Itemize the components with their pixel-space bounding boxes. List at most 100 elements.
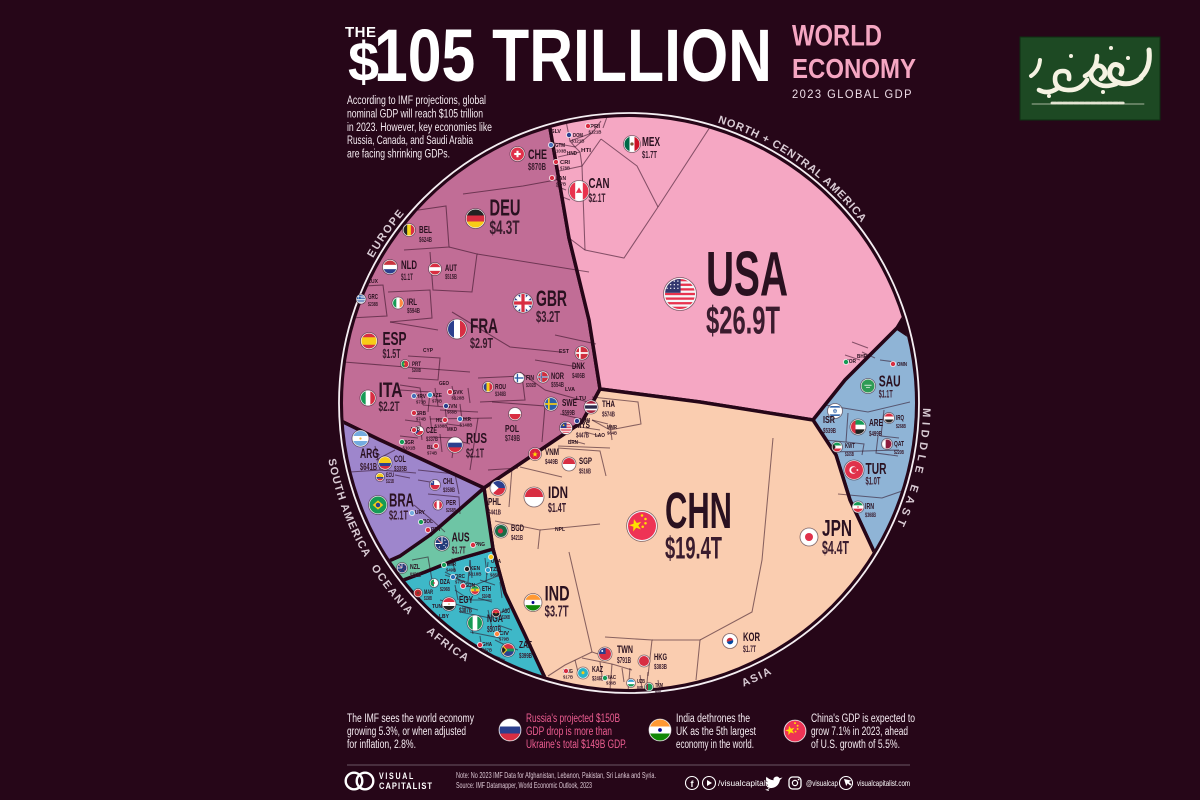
svg-text:nominal GDP will reach $105 tr: nominal GDP will reach $105 trillion <box>347 106 483 120</box>
svg-text:$599B: $599B <box>562 408 575 417</box>
svg-text:$268B: $268B <box>412 368 421 374</box>
svg-text:$4.4T: $4.4T <box>822 538 849 558</box>
svg-text:DZA: DZA <box>440 579 450 586</box>
svg-text:$1.7T: $1.7T <box>743 644 756 655</box>
svg-text:According to IMF projections,: According to IMF projections, global <box>347 93 486 107</box>
svg-text:grow 7.1% in 2023, ahead: grow 7.1% in 2023, ahead <box>811 726 908 738</box>
svg-text:$206B: $206B <box>440 587 450 593</box>
svg-text:$1.4T: $1.4T <box>548 500 566 515</box>
svg-text:2023 GLOBAL GDP: 2023 GLOBAL GDP <box>792 87 913 101</box>
svg-text:SAU: SAU <box>879 373 901 390</box>
svg-text:visualcapitalist.com: visualcapitalist.com <box>857 778 910 788</box>
svg-text:GEO: GEO <box>439 381 450 387</box>
svg-text:ETH: ETH <box>482 586 491 593</box>
svg-text:DRC: DRC <box>455 574 465 580</box>
svg-text:$507B: $507B <box>487 625 501 634</box>
svg-text:in 2023. However, key economie: in 2023. However, key economies like <box>347 120 492 134</box>
svg-text:$121B: $121B <box>386 479 394 485</box>
svg-text:$118B: $118B <box>469 572 483 577</box>
svg-text:IRN: IRN <box>865 502 874 511</box>
svg-text:BOL: BOL <box>423 519 434 525</box>
svg-text:BRN: BRN <box>568 440 578 446</box>
svg-text:$641B: $641B <box>360 462 377 473</box>
svg-text:$64B: $64B <box>607 431 618 436</box>
svg-text:TWN: TWN <box>617 644 633 656</box>
svg-text:$68B: $68B <box>447 410 458 415</box>
svg-text:$148B: $148B <box>460 423 474 428</box>
svg-text:HTI: HTI <box>581 148 592 154</box>
svg-text:LVA: LVA <box>565 387 575 393</box>
svg-text:$17B: $17B <box>563 675 574 680</box>
svg-text:India dethrones the: India dethrones the <box>676 713 750 725</box>
svg-text:$1.5T: $1.5T <box>383 346 401 361</box>
svg-text:for inflation, 2.8%.: for inflation, 2.8%. <box>347 739 416 751</box>
svg-text:BRA: BRA <box>389 490 414 510</box>
svg-text:$36B: $36B <box>606 681 617 686</box>
svg-text:MKD: MKD <box>447 427 457 433</box>
svg-text:PRY: PRY <box>431 527 441 533</box>
svg-text:MAR: MAR <box>424 590 433 596</box>
svg-text:CMR: CMR <box>446 562 456 568</box>
svg-text:ARG: ARG <box>360 446 379 461</box>
svg-text:$1.0T: $1.0T <box>866 476 881 488</box>
svg-text:CAPITALIST: CAPITALIST <box>379 781 433 791</box>
svg-text:KEN: KEN <box>470 566 480 572</box>
svg-text:SDN: SDN <box>465 583 475 589</box>
svg-text:PRI: PRI <box>590 124 601 130</box>
svg-text:ZAF: ZAF <box>519 640 532 651</box>
svg-text:DEU: DEU <box>490 195 521 221</box>
svg-text:$74B: $74B <box>427 451 438 456</box>
svg-text:$2.1T: $2.1T <box>466 446 484 461</box>
svg-text:LBY: LBY <box>439 614 449 620</box>
svg-text:LTU: LTU <box>576 396 586 402</box>
svg-text:UZB: UZB <box>637 679 645 685</box>
svg-text:$220B: $220B <box>894 450 904 456</box>
svg-text:ECONOMY: ECONOMY <box>792 53 916 84</box>
svg-text:$67B: $67B <box>482 648 493 653</box>
svg-text:$164B: $164B <box>482 594 491 600</box>
svg-text:Russia's projected $150B: Russia's projected $150B <box>526 713 620 725</box>
svg-text:$1.7T: $1.7T <box>642 150 657 161</box>
svg-text:PRT: PRT <box>412 361 421 368</box>
svg-text:IRQ: IRQ <box>896 415 904 422</box>
svg-text:AGO: AGO <box>502 609 510 615</box>
svg-text:USA: USA <box>706 240 788 310</box>
svg-text:$138B: $138B <box>424 596 432 602</box>
svg-text:$624B: $624B <box>419 235 432 244</box>
svg-text:Source: IMF Datamapper, World: Source: IMF Datamapper, World Economic O… <box>456 781 592 790</box>
svg-text:growing 5.3%, or when adjusted: growing 5.3%, or when adjusted <box>347 726 466 738</box>
svg-text:CRI: CRI <box>560 160 570 166</box>
svg-text:FRA: FRA <box>470 315 498 338</box>
svg-text:LAO: LAO <box>595 433 606 439</box>
svg-text:VISUAL: VISUAL <box>379 771 415 781</box>
svg-text:MEX: MEX <box>642 135 660 149</box>
svg-text:$3.2T: $3.2T <box>536 309 560 326</box>
svg-text:NPL: NPL <box>555 527 566 533</box>
svg-text:$188B: $188B <box>435 424 449 429</box>
svg-text:GDP drop is more than: GDP drop is more than <box>526 726 612 738</box>
svg-text:$73B: $73B <box>455 580 466 585</box>
svg-text:$74B: $74B <box>416 417 427 422</box>
svg-text:$73B: $73B <box>416 400 427 405</box>
svg-text:KOR: KOR <box>743 630 760 644</box>
svg-text:CIV: CIV <box>499 631 509 637</box>
svg-text:CAN: CAN <box>589 175 610 192</box>
svg-text:$554B: $554B <box>551 382 564 389</box>
svg-text:HUN: HUN <box>436 418 446 424</box>
svg-text:$92B: $92B <box>637 685 643 690</box>
svg-text:SVN: SVN <box>447 404 457 410</box>
svg-text:$516B: $516B <box>579 469 591 476</box>
svg-text:EST: EST <box>559 349 570 355</box>
svg-text:$85B: $85B <box>490 573 501 578</box>
svg-text:UGA: UGA <box>491 559 501 565</box>
svg-text:WORLD: WORLD <box>792 20 882 53</box>
svg-text:UKR: UKR <box>461 417 471 423</box>
svg-text:$406B: $406B <box>572 373 585 380</box>
svg-text:$441B: $441B <box>488 508 501 517</box>
svg-text:SGP: SGP <box>579 456 592 467</box>
svg-text:ARE: ARE <box>869 418 883 429</box>
svg-text:HND: HND <box>567 151 577 157</box>
svg-text:GBR: GBR <box>536 286 567 311</box>
svg-text:BLR: BLR <box>427 445 437 451</box>
svg-text:EGY: EGY <box>459 595 473 606</box>
